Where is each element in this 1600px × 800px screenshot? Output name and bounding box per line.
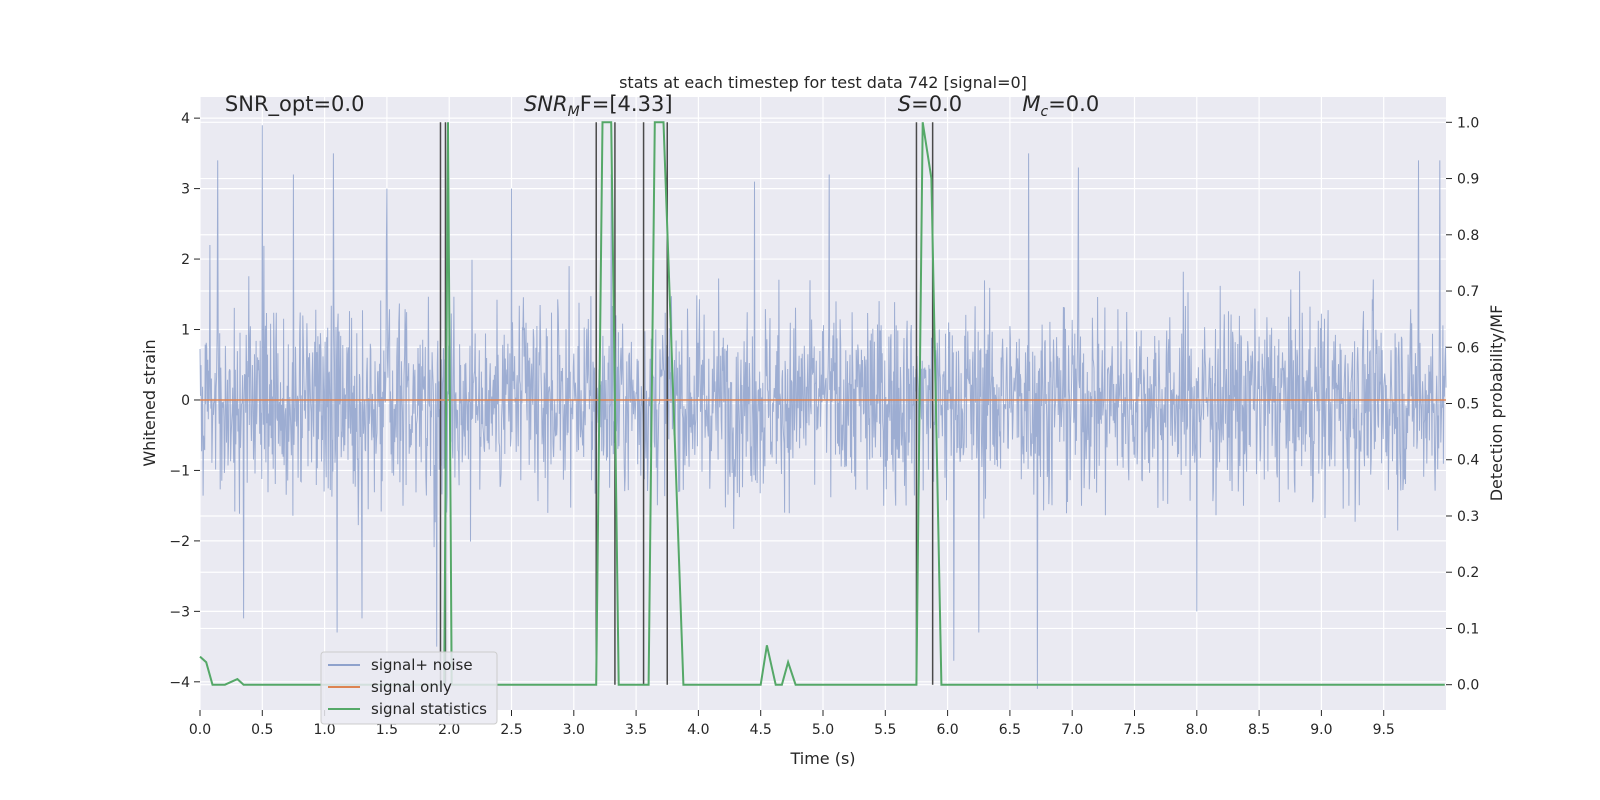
x-axis: 0.0 0.5 1.0 1.5 2.0 2.5 3.0 3.5 4.0 4.5 5.0 5.5 6.0 6… (189, 710, 1395, 738)
annotation-1-subscript: M (568, 104, 580, 120)
annotation-1: SNRMF=[4.33] (524, 92, 673, 120)
x-axis-label: Time (s) (789, 749, 855, 768)
right-tick-label-4: 0.6 (1457, 340, 1479, 356)
legend-label-signal-noise: signal+ noise (371, 656, 473, 674)
x-tick-label-13: 6.5 (999, 722, 1021, 738)
annotation-2-base: S (898, 92, 911, 116)
x-tick-label-6: 3.0 (563, 722, 585, 738)
annotation-3-base: M (1022, 92, 1040, 116)
x-tick-label-12: 6.0 (936, 722, 958, 738)
annotation-0: SNR_opt=0.0 (225, 92, 365, 117)
legend: signal+ noise signal only signal statist… (320, 651, 498, 725)
y-axis-label: Whitened strain (140, 339, 159, 466)
right-tick-label-1: 0.9 (1457, 172, 1479, 188)
left-tick-label-3: 1 (181, 323, 190, 339)
x-tick-label-5: 2.5 (500, 722, 522, 738)
x-tick-label-0: 0.0 (189, 722, 211, 738)
annotation-2: S=0.0 (898, 92, 962, 116)
legend-label-signal-statistics: signal statistics (371, 700, 487, 718)
x-tick-label-9: 4.5 (750, 722, 772, 738)
x-tick-label-14: 7.0 (1061, 722, 1083, 738)
annotation-3-value: =0.0 (1048, 92, 1099, 116)
right-tick-label-3: 0.7 (1457, 284, 1479, 300)
x-tick-label-15: 7.5 (1123, 722, 1145, 738)
right-tick-label-7: 0.3 (1457, 509, 1479, 525)
annotations: SNR_opt=0.0 SNRMF=[4.33] S=0.0 Mc=0.0 (225, 92, 1099, 120)
right-tick-label-9: 0.1 (1457, 621, 1479, 637)
signal-statistics-line (199, 121, 1445, 686)
right-axis: 1.0 0.9 0.8 0.7 0.6 0.5 0.4 0.3 0.2 0.1 0.0 (1446, 115, 1479, 694)
left-tick-label-2: 2 (181, 252, 190, 268)
annotation-1-value: F=[4.33] (580, 92, 673, 116)
chart-title: stats at each timestep for test data 742… (619, 73, 1027, 92)
right-tick-label-2: 0.8 (1457, 228, 1479, 244)
left-tick-label-4: 0 (181, 393, 190, 409)
x-tick-label-11: 5.5 (874, 722, 896, 738)
left-tick-label-0: 4 (181, 111, 190, 127)
x-tick-label-8: 4.0 (687, 722, 709, 738)
annotation-2-value: =0.0 (911, 92, 962, 116)
left-tick-label-6: −2 (169, 534, 190, 550)
left-tick-label-8: −4 (169, 675, 190, 691)
x-tick-label-19: 9.5 (1373, 722, 1395, 738)
annotation-1-base: SNR (524, 92, 568, 116)
signal-noise-line (199, 125, 1447, 689)
right-tick-label-8: 0.2 (1457, 565, 1479, 581)
right-tick-label-5: 0.5 (1457, 397, 1479, 413)
left-axis: 4 3 2 1 0 −1 −2 −3 −4 (169, 111, 200, 691)
signal-noise-series (199, 125, 1447, 689)
legend-label-signal-only: signal only (371, 678, 452, 696)
x-tick-label-16: 8.0 (1186, 722, 1208, 738)
x-tick-label-18: 9.0 (1310, 722, 1332, 738)
x-tick-label-2: 1.0 (313, 722, 335, 738)
x-tick-label-10: 5.0 (812, 722, 834, 738)
left-tick-label-7: −3 (169, 604, 190, 620)
signal-statistics-series (199, 121, 1445, 686)
y-axis-label-right: Detection probability/MF (1487, 305, 1506, 502)
annotation-3-subscript: c (1040, 104, 1048, 120)
legend-box (320, 651, 498, 725)
x-tick-label-7: 3.5 (625, 722, 647, 738)
left-tick-label-1: 3 (181, 182, 190, 198)
annotation-3: Mc=0.0 (1022, 92, 1099, 120)
x-tick-label-17: 8.5 (1248, 722, 1270, 738)
right-tick-label-10: 0.0 (1457, 678, 1479, 694)
x-tick-label-3: 1.5 (376, 722, 398, 738)
right-tick-label-0: 1.0 (1457, 115, 1479, 131)
right-tick-label-6: 0.4 (1457, 453, 1479, 469)
left-tick-label-5: −1 (169, 463, 190, 479)
x-tick-label-4: 2.0 (438, 722, 460, 738)
x-tick-label-1: 0.5 (251, 722, 273, 738)
